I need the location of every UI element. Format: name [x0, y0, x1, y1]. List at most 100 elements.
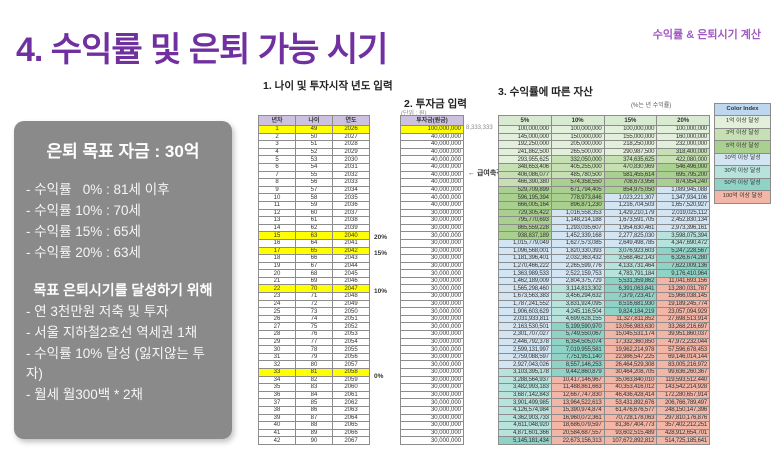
age-table-cell: 90: [295, 436, 333, 445]
asset-value-cell: 61,476,676,577: [603, 405, 658, 415]
age-table-cell: 74: [295, 314, 333, 324]
age-table-cell: 15: [258, 231, 296, 240]
age-table-cell: 52: [295, 147, 333, 157]
age-table-cell: 50: [295, 132, 333, 142]
asset-value-cell: 2,031,933,811: [498, 314, 552, 324]
asset-value-cell: 26,464,529,308: [603, 360, 658, 369]
investment-cell: 40,000,000: [400, 155, 464, 164]
age-table-cell: 76: [295, 330, 333, 339]
investment-table-row: 30,000,000: [400, 337, 464, 347]
asset-table-row: 4,871,601,366 20,584,687,557 93,602,515,48…: [498, 428, 710, 438]
investment-cell: 30,000,000: [400, 314, 464, 324]
investment-cell: 30,000,000: [400, 284, 464, 294]
asset-value-cell: 695,795,200: [656, 170, 710, 180]
asset-value-cell: 9,824,184,219: [603, 307, 658, 316]
asset-value-cell: 11,327,811,852: [603, 314, 658, 324]
asset-value-cell: 8,516,681,930: [603, 299, 658, 309]
legend-row: 5억 이상 달성: [714, 140, 771, 154]
investment-table-row: 30,000,000: [400, 368, 464, 377]
age-table-cell: 36: [258, 390, 296, 400]
asset-table-row: 1,270,466,222 2,265,599,776 4,133,731,464 7…: [498, 261, 710, 271]
asset-value-cell: 33,268,216,697: [656, 322, 710, 332]
age-table-cell: 20: [258, 269, 296, 278]
investment-cell: 40,000,000: [400, 140, 464, 149]
asset-value-cell: 405,255,000: [550, 162, 605, 172]
asset-value-cell: 874,954,240: [656, 178, 710, 187]
asset-value-cell: 81,367,404,773: [603, 421, 658, 430]
age-table-cell: 5: [258, 155, 296, 164]
age-table-row: 41 89 2066: [258, 428, 370, 438]
asset-table-row: 3,288,564,937 10,417,146,967 35,063,840,01…: [498, 375, 710, 385]
asset-value-cell: 119,593,512,440: [656, 375, 710, 385]
asset-rate-header-cell: 20%: [656, 115, 710, 126]
investment-cell: 30,000,000: [400, 307, 464, 316]
asset-value-cell: 3,568,462,143: [603, 254, 658, 263]
age-table-cell: 2053: [332, 330, 370, 339]
legend-entry: 5억 이상 달성: [714, 140, 771, 154]
asset-by-rate-table: 5% 10% 15% 20% 100,000,000 100,000,000 100,00…: [498, 115, 710, 445]
age-table-header-row: 년차 나이 연도: [258, 115, 370, 126]
legend-row: 10억 이상 달성: [714, 152, 771, 166]
age-table-cell: 82: [295, 375, 333, 385]
investment-table-row: 40,000,000: [400, 132, 464, 142]
investment-table-row: 30,000,000: [400, 436, 464, 445]
age-table-cell: 8: [258, 178, 296, 187]
age-table-row: 36 84 2061: [258, 390, 370, 400]
legend-entry: 10억 이상 달성: [714, 152, 771, 166]
asset-table-row: 795,770,693 1,148,214,188 1,673,591,705 2,4…: [498, 216, 710, 225]
investment-cell: 30,000,000: [400, 345, 464, 354]
rate-summary-line: - 수익률 20% : 63세: [26, 244, 141, 260]
investment-cell: 30,000,000: [400, 436, 464, 445]
age-table-cell: 2035: [332, 193, 370, 202]
age-table-cell: 75: [295, 322, 333, 332]
age-table-cell: 66: [295, 254, 333, 263]
asset-value-cell: 4,871,601,366: [498, 428, 552, 438]
asset-table-row: 4,126,574,984 15,390,974,874 61,476,676,57…: [498, 405, 710, 415]
age-table-cell: 2064: [332, 413, 370, 423]
age-table-cell: 87: [295, 413, 333, 423]
asset-table-row: 1,565,298,460 3,114,813,302 6,391,063,841 1…: [498, 284, 710, 294]
asset-value-cell: 9,442,860,879: [550, 368, 605, 377]
age-table-cell: 51: [295, 140, 333, 149]
asset-value-cell: 4,611,048,920: [498, 421, 552, 430]
asset-value-cell: 5,199,590,970: [550, 322, 605, 332]
age-table-cell: 2057: [332, 360, 370, 369]
asset-value-cell: 2,163,530,501: [498, 322, 552, 332]
asset-value-cell: 1,216,704,503: [603, 200, 658, 210]
age-table-row: 1 49 2026: [258, 125, 370, 134]
age-table-cell: 2: [258, 132, 296, 142]
investment-cell: 30,000,000: [400, 337, 464, 347]
asset-value-cell: 1,565,298,460: [498, 284, 552, 294]
investment-table-row: 30,000,000: [400, 261, 464, 271]
asset-value-cell: 9,176,410,964: [656, 269, 710, 278]
age-table-header-cell: 나이: [295, 115, 333, 126]
age-table-cell: 2059: [332, 375, 370, 385]
age-table-cell: 13: [258, 216, 296, 225]
age-table-row: 23 71 2048: [258, 292, 370, 301]
asset-value-cell: 1,148,214,188: [550, 216, 605, 225]
asset-value-cell: 357,402,212,251: [656, 421, 710, 430]
asset-table-row: 865,559,228 1,293,035,607 1,954,630,461 2,9…: [498, 223, 710, 233]
goal-line: - 연 3천만원 저축 및 투자: [26, 303, 169, 319]
asset-value-cell: 15,966,038,145: [656, 292, 710, 301]
investment-table-row: 40,000,000: [400, 155, 464, 164]
age-table-cell: 73: [295, 307, 333, 316]
age-table-cell: 19: [258, 261, 296, 271]
age-table-cell: 17: [258, 246, 296, 256]
asset-table-row: 5,145,181,434 22,673,156,313 107,672,892,8…: [498, 436, 710, 445]
asset-value-cell: 5,247,228,567: [656, 246, 710, 256]
monthly-amount-note: 8,333,333: [466, 125, 493, 131]
asset-table-row: 466,390,380 574,358,550 708,673,956 874,954…: [498, 178, 710, 187]
age-table-cell: 3: [258, 140, 296, 149]
age-table-cell: 37: [258, 398, 296, 407]
investment-table-row: 30,000,000: [400, 238, 464, 248]
investment-cell: 40,000,000: [400, 185, 464, 195]
age-table-cell: 31: [258, 352, 296, 362]
age-table-cell: 77: [295, 337, 333, 347]
asset-value-cell: 3,687,142,843: [498, 390, 552, 400]
asset-value-cell: 22,673,156,313: [550, 436, 605, 445]
asset-table-row: 1,787,241,552 3,831,924,095 8,516,681,930 1…: [498, 299, 710, 309]
asset-table-row: 1,096,568,001 1,820,330,393 3,076,923,603 5…: [498, 246, 710, 256]
asset-value-cell: 4,245,116,504: [550, 307, 605, 316]
